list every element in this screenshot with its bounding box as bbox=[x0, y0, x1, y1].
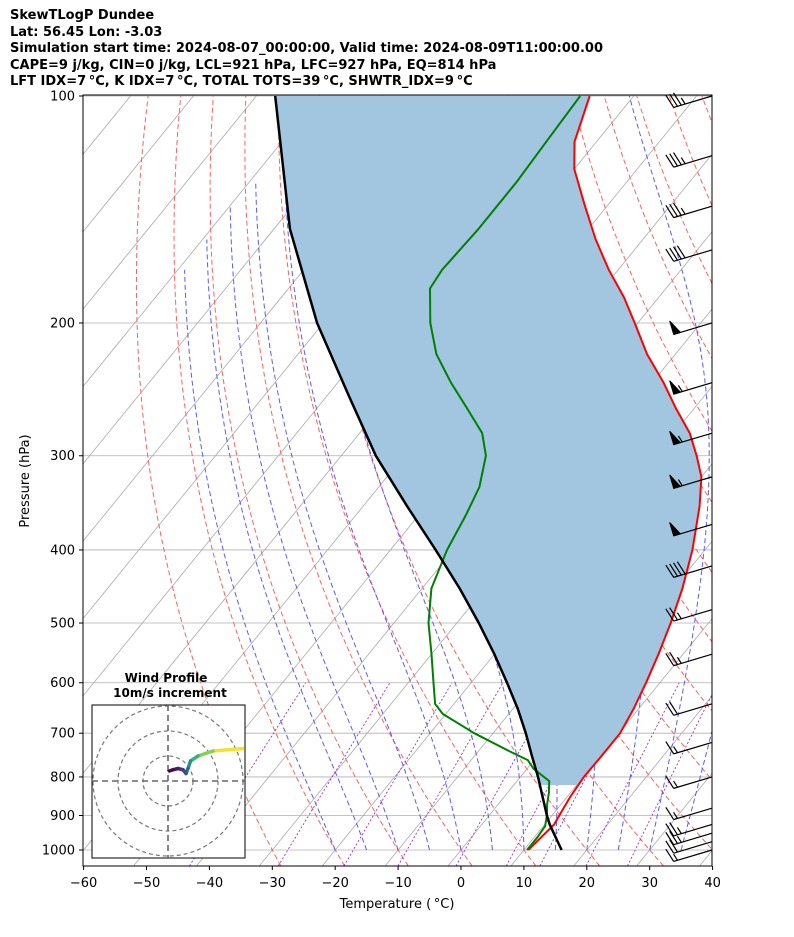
isotherm-line bbox=[0, 89, 73, 866]
station-coordinates: Lat: 56.45 Lon: -3.03 bbox=[10, 24, 163, 40]
wind-barb bbox=[669, 320, 713, 336]
x-tick-label: 30 bbox=[641, 876, 658, 891]
wind-barb bbox=[665, 848, 713, 863]
wind-barb bbox=[665, 741, 713, 755]
hodograph-trace bbox=[211, 746, 245, 753]
mixing-ratio-line bbox=[585, 682, 680, 866]
hodograph-subtitle: 10m/s increment bbox=[113, 686, 227, 700]
parcel-profile-line bbox=[273, 95, 563, 851]
wind-barb bbox=[665, 830, 713, 846]
y-tick-label: 700 bbox=[50, 727, 75, 742]
hodograph-trace bbox=[167, 768, 175, 773]
dry-adiabat bbox=[244, 95, 473, 866]
station-title: SkewTLogP Dundee bbox=[10, 8, 155, 23]
wind-barb bbox=[665, 775, 713, 789]
wind-barb bbox=[665, 152, 713, 168]
wind-barb bbox=[665, 92, 713, 109]
wind-barb bbox=[665, 822, 713, 837]
y-tick-label: 1000 bbox=[42, 844, 75, 859]
y-tick-label: 800 bbox=[50, 770, 75, 785]
wind-barb bbox=[665, 202, 713, 219]
x-tick-label: −20 bbox=[321, 876, 348, 891]
moist-adiabat bbox=[314, 111, 493, 851]
wind-barb bbox=[665, 651, 713, 667]
wind-barb bbox=[665, 607, 713, 622]
dry-adiabat bbox=[767, 96, 794, 866]
x-axis-label: Temperature ( °C) bbox=[339, 897, 455, 912]
x-tick-label: 40 bbox=[704, 876, 721, 891]
x-tick-label: −40 bbox=[196, 876, 223, 891]
chart-header: SkewTLogP Dundee Lat: 56.45 Lon: -3.03 S… bbox=[10, 8, 603, 91]
y-tick-label: 400 bbox=[50, 543, 75, 558]
cape-shading bbox=[275, 96, 702, 785]
x-tick-label: 10 bbox=[516, 876, 533, 891]
simulation-times: Simulation start time: 2024-08-07_00:00:… bbox=[10, 41, 603, 56]
wind-barb bbox=[665, 245, 713, 262]
mixing-ratio-line bbox=[539, 682, 637, 866]
plot-frame bbox=[82, 94, 713, 867]
x-tick-label: −50 bbox=[133, 876, 160, 891]
isotherm-line bbox=[699, 850, 712, 866]
temperature-profile-line bbox=[527, 95, 703, 851]
moist-adiabat bbox=[283, 141, 462, 851]
dry-adiabat bbox=[173, 95, 346, 866]
wind-barb bbox=[665, 701, 713, 716]
mixing-ratio-line bbox=[343, 682, 453, 866]
y-tick-label: 300 bbox=[50, 449, 75, 464]
mixing-ratio-line bbox=[627, 693, 712, 866]
wind-barb bbox=[669, 474, 713, 489]
x-tick-label: −60 bbox=[70, 876, 97, 891]
moist-adiabat bbox=[713, 96, 794, 850]
y-tick-label: 500 bbox=[50, 617, 75, 632]
x-tick-label: −30 bbox=[259, 876, 286, 891]
dry-adiabat bbox=[701, 95, 712, 125]
mixing-ratio-line bbox=[397, 682, 504, 866]
isotherm-line bbox=[83, 95, 258, 310]
wind-barb bbox=[669, 522, 713, 537]
dry-adiabat bbox=[209, 95, 409, 866]
y-tick-label: 200 bbox=[50, 316, 75, 331]
isotherm-line bbox=[83, 95, 195, 233]
isotherm-line bbox=[83, 95, 321, 388]
hodograph-title: Wind Profile bbox=[125, 671, 208, 685]
dry-adiabat bbox=[735, 96, 794, 866]
wind-barb bbox=[665, 806, 713, 821]
wind-barb bbox=[669, 380, 713, 395]
isotherm-line bbox=[83, 95, 384, 465]
dewpoint-profile-line bbox=[427, 95, 582, 851]
stability-index-line: LFT IDX=7 °C, K IDX=7 °C, TOTAL TOTS=39 … bbox=[10, 74, 473, 89]
moist-adiabat bbox=[206, 239, 368, 851]
stability-cape-line: CAPE=9 j/kg, CIN=0 j/kg, LCL=921 hPa, LF… bbox=[10, 57, 497, 73]
y-tick-label: 900 bbox=[50, 809, 75, 824]
hodograph-trace bbox=[196, 749, 215, 758]
dry-adiabat bbox=[135, 95, 282, 866]
x-tick-label: 20 bbox=[579, 876, 596, 891]
wind-barb bbox=[665, 839, 713, 854]
y-tick-label: 600 bbox=[50, 676, 75, 691]
wind-barb bbox=[669, 430, 713, 446]
x-tick-label: 0 bbox=[457, 876, 465, 891]
moist-adiabat bbox=[628, 95, 710, 851]
wind-barb bbox=[665, 561, 713, 578]
x-tick-label: −10 bbox=[384, 876, 411, 891]
isotherm-line bbox=[573, 695, 712, 866]
moist-adiabat bbox=[184, 269, 336, 851]
isotherm-line bbox=[763, 89, 794, 866]
y-axis-label: Pressure (hPa) bbox=[18, 434, 33, 527]
dry-adiabat bbox=[571, 95, 712, 433]
dry-adiabat bbox=[277, 95, 537, 866]
mixing-ratio-line bbox=[277, 682, 391, 866]
y-tick-label: 100 bbox=[50, 90, 75, 105]
